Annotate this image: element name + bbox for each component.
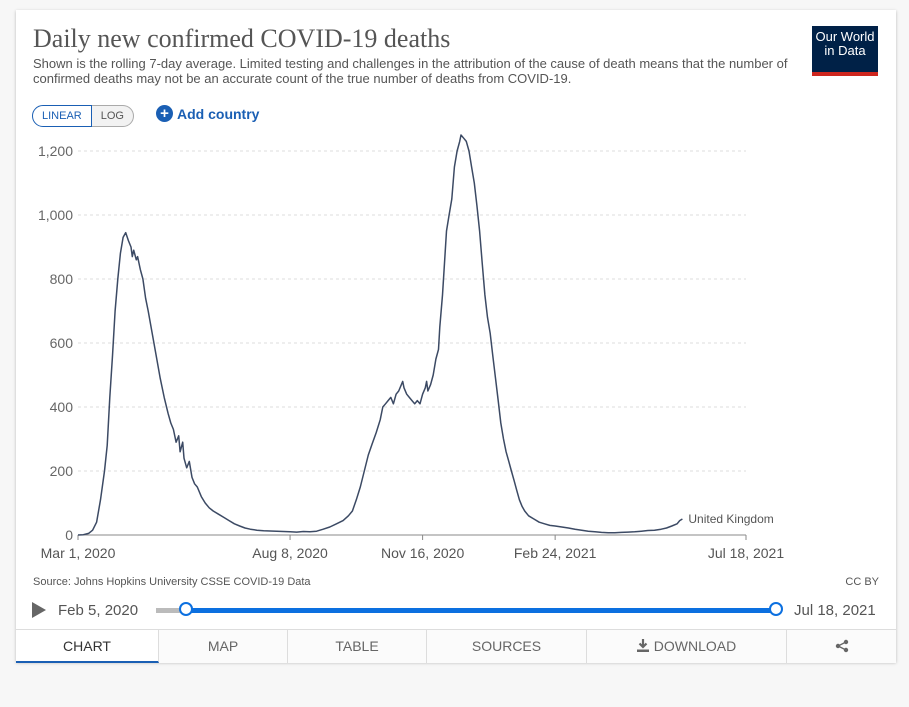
- y-tick-label: 800: [50, 271, 74, 287]
- download-icon: [636, 639, 649, 652]
- tab-download[interactable]: DOWNLOAD: [587, 630, 787, 663]
- tab-chart[interactable]: CHART: [16, 630, 159, 663]
- y-tick-label: 1,200: [38, 143, 73, 159]
- x-tick-label: Aug 8, 2020: [252, 545, 328, 561]
- tab-sources[interactable]: SOURCES: [427, 630, 587, 663]
- timeline-start-handle[interactable]: [179, 602, 193, 616]
- y-tick-label: 0: [65, 527, 73, 543]
- plus-icon: +: [156, 105, 173, 122]
- x-tick-label: Feb 24, 2021: [514, 545, 597, 561]
- series-line: [77, 134, 683, 536]
- timeline-slider[interactable]: [156, 602, 783, 616]
- timeline-end-handle[interactable]: [769, 602, 783, 616]
- y-tick-label: 600: [50, 335, 74, 351]
- add-country-button[interactable]: + Add country: [156, 105, 259, 122]
- x-tick-label: Jul 18, 2021: [708, 545, 784, 561]
- y-tick-label: 1,000: [38, 207, 73, 223]
- timeline-start-label: Feb 5, 2020: [58, 602, 139, 619]
- tab-sources-label: SOURCES: [471, 638, 542, 654]
- share-icon: [835, 639, 848, 653]
- chart-title: Daily new confirmed COVID-19 deaths: [33, 24, 451, 53]
- source-note[interactable]: Source: Johns Hopkins University CSSE CO…: [33, 576, 311, 588]
- x-tick-label: Mar 1, 2020: [41, 545, 116, 561]
- grid-lines: [78, 150, 746, 536]
- license-label[interactable]: CC BY: [845, 576, 879, 588]
- owid-logo[interactable]: Our World in Data: [812, 26, 878, 76]
- tab-download-label: DOWNLOAD: [653, 638, 737, 654]
- log-scale-button[interactable]: LOG: [91, 105, 134, 127]
- chart-card: Daily new confirmed COVID-19 deaths Show…: [16, 10, 896, 663]
- y-tick-label: 400: [50, 399, 74, 415]
- tab-bar: CHART MAP TABLE SOURCES DOWNLOAD: [16, 629, 896, 663]
- series-lines: United Kingdom: [77, 134, 774, 536]
- tab-chart-label: CHART: [63, 638, 111, 654]
- logo-line-2: in Data: [824, 43, 866, 58]
- play-icon[interactable]: [32, 602, 46, 618]
- x-tick-label: Nov 16, 2020: [381, 545, 464, 561]
- tab-share[interactable]: [787, 630, 896, 663]
- tab-table[interactable]: TABLE: [288, 630, 427, 663]
- timeline-range-fill: [186, 608, 776, 613]
- timeline-end-label: Jul 18, 2021: [794, 602, 876, 619]
- y-tick-label: 200: [50, 463, 74, 479]
- tab-map-label: MAP: [207, 638, 239, 654]
- x-axis-tick-labels: Mar 1, 2020 Aug 8, 2020 Nov 16, 2020 Feb 24…: [41, 535, 784, 561]
- line-chart: 0 200 400 600 800 1,000 1,200 Mar 1, 2020 Aug 8…: [38, 134, 784, 561]
- y-axis-tick-labels: 0 200 400 600 800 1,000 1,200: [38, 143, 73, 543]
- series-label: United Kingdom: [688, 512, 773, 526]
- chart-subtitle: Shown is the rolling 7-day average. Limi…: [33, 56, 788, 86]
- linear-scale-button[interactable]: LINEAR: [32, 105, 92, 127]
- logo-line-1: Our World: [815, 29, 875, 44]
- tab-map[interactable]: MAP: [159, 630, 288, 663]
- scale-toggle: LINEAR LOG: [32, 105, 134, 127]
- add-country-label: Add country: [177, 105, 260, 122]
- tab-table-label: TABLE: [335, 638, 379, 654]
